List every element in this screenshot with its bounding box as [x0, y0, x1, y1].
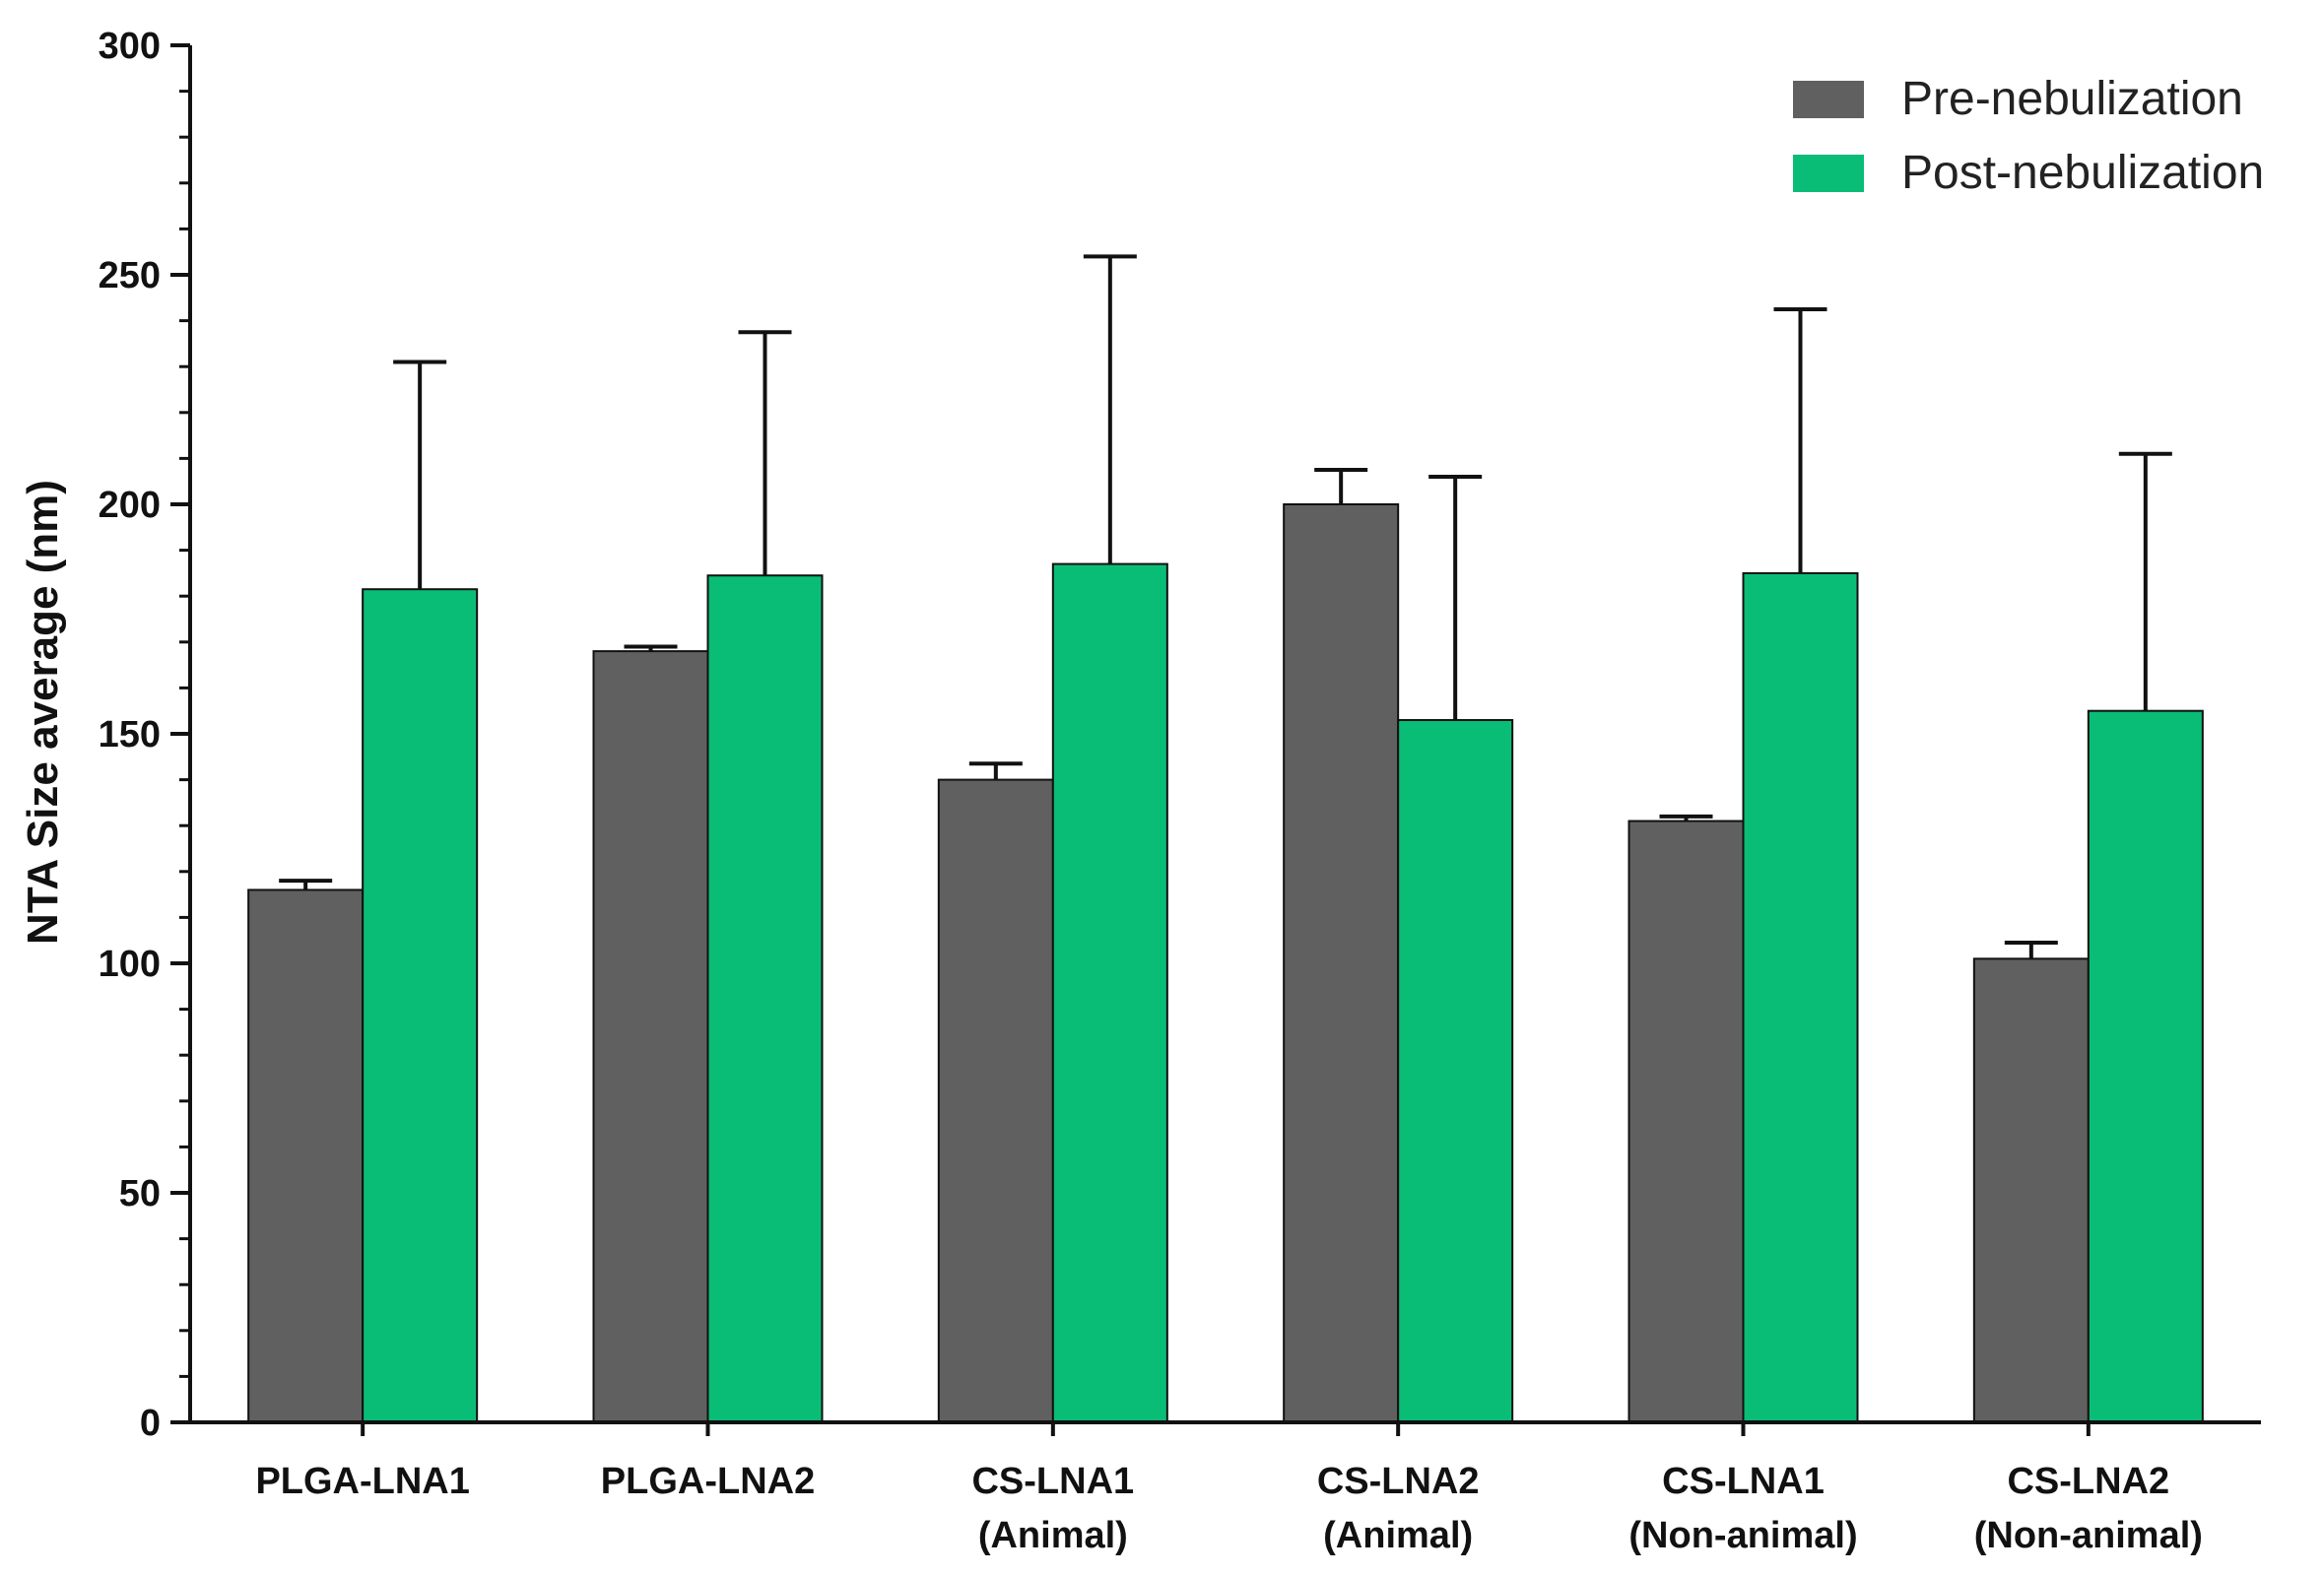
bar-post-nebulization-4	[1742, 571, 1859, 1423]
bars	[247, 503, 2204, 1424]
y-tick-label-50: 50	[119, 1173, 161, 1215]
bar-pre-nebulization-0	[247, 888, 365, 1423]
legend-label-0: Pre-nebulization	[1901, 73, 2243, 125]
bar-pre-nebulization-1	[592, 650, 709, 1423]
x-tick-label-5-0: CS-LNA2	[2007, 1461, 2169, 1502]
x-axis-labels: PLGA-LNA1 PLGA-LNA2 CS-LNA1 (Animal) CS-LNA2…	[255, 1461, 2203, 1556]
y-tick-label-150: 150	[99, 714, 161, 755]
bar-post-nebulization-5	[2087, 709, 2204, 1423]
bar-pre-nebulization-3	[1283, 503, 1400, 1423]
bar-pre-nebulization-2	[937, 778, 1054, 1423]
x-tick-label-2-0: CS-LNA1	[971, 1461, 1134, 1502]
x-tick-label-2-1: (Animal)	[978, 1515, 1128, 1556]
x-tick-label-4-0: CS-LNA1	[1662, 1461, 1825, 1502]
y-tick-label-100: 100	[99, 944, 161, 985]
x-tick-label-1-0: PLGA-LNA2	[601, 1461, 815, 1502]
x-tick-label-5-1: (Non-animal)	[1974, 1515, 2203, 1556]
bar-post-nebulization-2	[1051, 562, 1168, 1423]
x-tick-label-3-1: (Animal)	[1323, 1515, 1473, 1556]
y-tick-label-300: 300	[99, 26, 161, 67]
legend: Pre-nebulization Post-nebulization	[1793, 73, 2264, 199]
legend-swatch-0	[1793, 81, 1864, 118]
y-axis-ticks: 0 50 100 150 200 250 300	[99, 26, 190, 1444]
legend-label-1: Post-nebulization	[1901, 147, 2264, 199]
bar-post-nebulization-1	[706, 574, 824, 1423]
bar-pre-nebulization-5	[1972, 957, 2090, 1424]
x-tick-label-4-1: (Non-animal)	[1628, 1515, 1857, 1556]
x-tick-label-3-0: CS-LNA2	[1317, 1461, 1480, 1502]
y-tick-label-0: 0	[140, 1403, 161, 1444]
y-tick-label-250: 250	[99, 255, 161, 296]
bar-post-nebulization-0	[362, 588, 479, 1423]
axes	[188, 45, 2261, 1436]
bar-post-nebulization-3	[1397, 719, 1514, 1423]
bar-pre-nebulization-4	[1627, 820, 1745, 1423]
y-tick-label-200: 200	[99, 485, 161, 526]
error-bars	[279, 254, 2172, 959]
y-axis-title: NTA Size average (nm)	[19, 480, 67, 945]
x-tick-label-0-0: PLGA-LNA1	[255, 1461, 469, 1502]
legend-swatch-1	[1793, 155, 1864, 192]
